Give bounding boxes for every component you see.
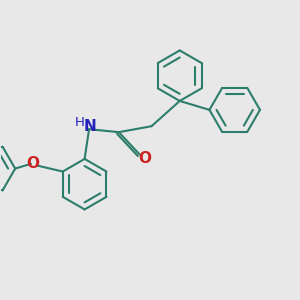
Text: O: O: [26, 156, 40, 171]
Text: H: H: [75, 116, 85, 129]
Text: N: N: [84, 119, 96, 134]
Text: O: O: [138, 151, 152, 166]
